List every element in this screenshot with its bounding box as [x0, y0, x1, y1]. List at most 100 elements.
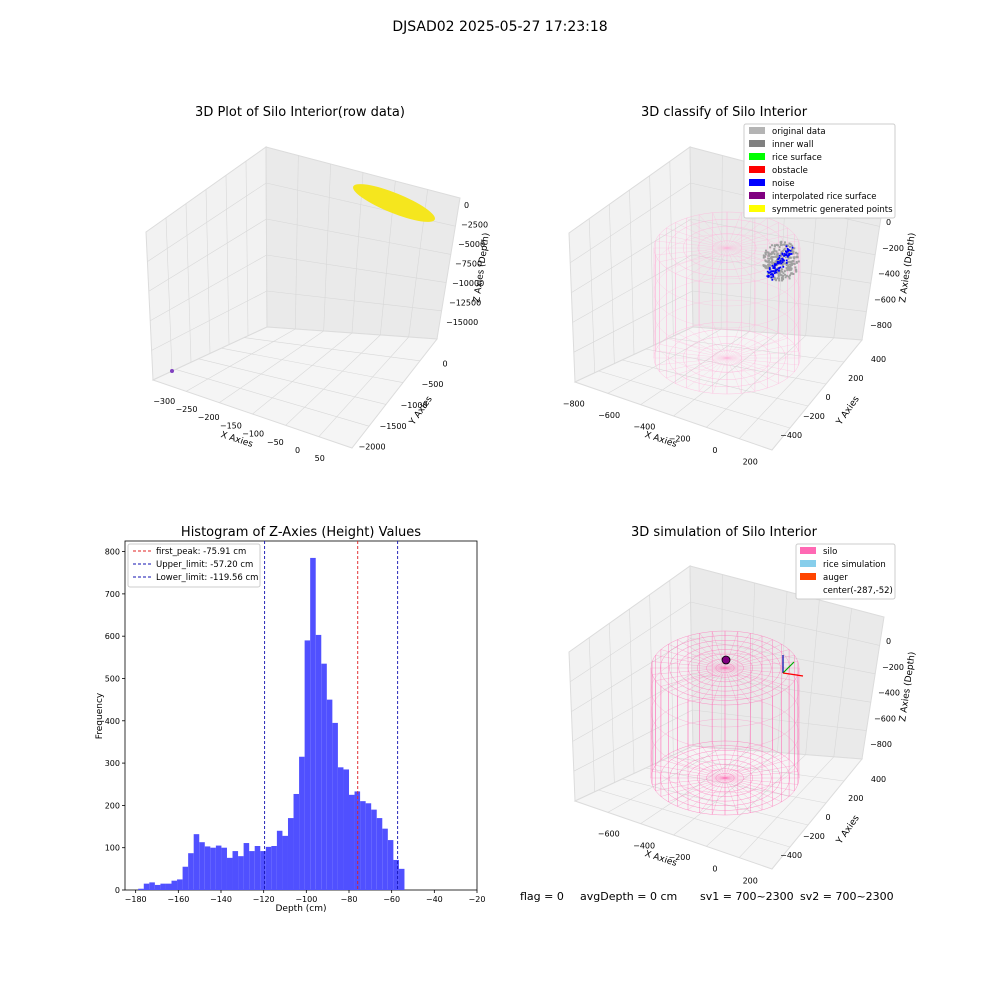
raw-data-3d-panel: 3D Plot of Silo Interior(row data) −300−… [145, 105, 492, 463]
cloud-point-wall [781, 270, 784, 273]
cloud-point-wall [778, 262, 781, 265]
cloud-point-wall [790, 262, 793, 265]
status-flag: flag = 0 [520, 890, 564, 903]
cloud-point-wall [764, 253, 767, 256]
silo-top-spoke [726, 234, 795, 249]
histogram-vlines [264, 541, 399, 890]
cloud-point-noise [775, 263, 777, 266]
cloud-point-wall [787, 260, 790, 263]
silo-top-ring [669, 640, 781, 696]
cloud-point-wall [766, 260, 769, 263]
cloud-point-wall [775, 255, 778, 258]
silo-bottom-ring [668, 328, 786, 388]
histogram-bar [160, 883, 166, 890]
cloud-point-wall [775, 270, 778, 273]
sim-gridline [570, 601, 691, 683]
cloud-point-wall [796, 256, 799, 259]
cloud-point-wall [764, 265, 767, 268]
raw-gridline [252, 332, 353, 415]
cloud-point-wall [777, 273, 780, 276]
silo-height-ring [653, 277, 801, 351]
silo-top-spoke [726, 227, 788, 249]
cloud-point-noise [781, 258, 784, 261]
cloud-point-wall [764, 266, 767, 269]
histogram-bar [304, 640, 311, 890]
cloud-point-wall [795, 261, 798, 264]
histogram-bar [243, 843, 250, 890]
histogram-y-tick-label: 400 [105, 717, 120, 726]
sim-gridline [571, 637, 692, 712]
cls-gridline [588, 218, 595, 373]
classify-legend-swatch [749, 127, 765, 134]
sim-y-tick-label: 0 [826, 813, 831, 822]
cloud-point-wall [773, 249, 776, 252]
cloud-point-wall [778, 248, 781, 251]
cloud-point-noise [782, 259, 784, 262]
sim-y-tick-label: −200 [803, 832, 825, 841]
cls-x-tick-label: −600 [598, 411, 620, 420]
silo-bottom-spoke [712, 357, 728, 394]
silo-height-ring [650, 652, 800, 728]
histogram-bar [188, 853, 194, 890]
cloud-point-wall [792, 260, 795, 263]
classify-legend [743, 123, 896, 219]
cloud-point-noise [776, 260, 779, 263]
cloud-point-wall [773, 261, 776, 264]
sim-gridline [690, 601, 880, 646]
raw-z-tick-label: 0 [464, 201, 469, 210]
cloud-point-wall [769, 252, 772, 255]
cloud-point-noise [773, 266, 775, 269]
histogram-bar [343, 769, 349, 890]
cloud-point-wall [783, 270, 786, 273]
simulation-silo-wireframe [650, 630, 800, 816]
silo-bottom-spoke [666, 357, 728, 379]
cloud-point-noise [780, 262, 783, 265]
cls-y-tick-label: −400 [780, 431, 802, 440]
cloud-point-wall [773, 269, 776, 272]
silo-bottom-ring [669, 750, 781, 806]
cloud-point-noise [779, 261, 781, 264]
silo-bottom-ring [687, 759, 763, 797]
cloud-point-noise [781, 252, 784, 255]
cloud-point-wall [773, 247, 776, 250]
cloud-point-wall [785, 263, 788, 266]
simulation-y-label: Y Axies [834, 813, 862, 846]
cloud-point-wall [794, 251, 797, 254]
histogram-bar [254, 846, 261, 890]
cloud-point-wall [789, 243, 792, 246]
silo-top-spoke [726, 217, 768, 249]
cls-y-tick-label: −200 [803, 412, 825, 421]
cloud-point-wall [793, 262, 796, 265]
raw-x-tick-label: −200 [198, 413, 220, 422]
histogram-bar [360, 801, 366, 890]
sim-x-tick-label: −400 [633, 841, 655, 850]
cloud-point-noise [785, 252, 788, 254]
silo-bottom-spoke [659, 344, 728, 359]
silo-height-ring [650, 718, 800, 794]
cloud-point-wall [773, 253, 776, 256]
cloud-point-noise [772, 275, 775, 278]
cloud-point-wall [767, 251, 770, 254]
histogram-bar [204, 846, 211, 890]
cloud-point-noise [767, 275, 770, 278]
silo-top-spoke [726, 222, 779, 249]
cloud-point-wall [773, 244, 776, 247]
silo-top-spoke [726, 240, 799, 249]
cloud-point-wall [787, 257, 790, 260]
sim-y-tick-label: 400 [871, 775, 886, 784]
raw-gridline [165, 217, 173, 372]
histogram-bar [376, 818, 383, 890]
histogram-y-ticks: 0 100 200 300 400 500 600 700 800 [105, 548, 125, 895]
raw-outlier-point [170, 369, 174, 373]
cls-gridline [609, 204, 615, 364]
cloud-point-noise [768, 267, 771, 269]
cloud-point-wall [784, 256, 787, 259]
cloud-point-wall [783, 248, 786, 251]
raw-gridline [219, 330, 324, 403]
silo-bottom-spoke [655, 350, 728, 359]
raw-z-tick-label: −5000 [458, 240, 485, 249]
cloud-point-noise [774, 269, 777, 272]
silo-top-spoke [726, 247, 799, 256]
cloud-point-wall [776, 252, 779, 255]
histogram-panel: Histogram of Z-Axies (Height) Values −18… [95, 525, 485, 914]
